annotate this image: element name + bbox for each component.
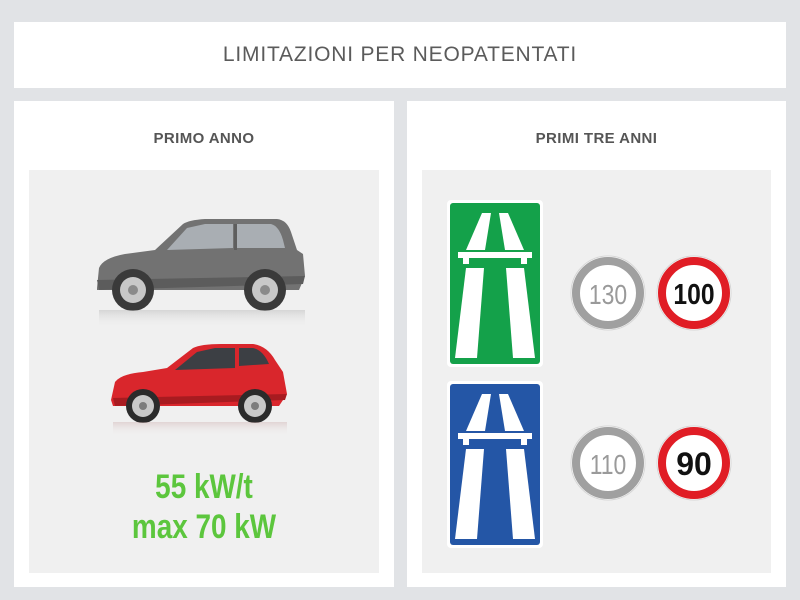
speed-limit-100-value: 100: [673, 278, 714, 310]
primo-anno-panel: PRIMO ANNO: [14, 101, 394, 587]
primo-anno-content: 55 kW/t max 70 kW: [29, 170, 379, 573]
page-title: LIMITAZIONI PER NEOPATENTATI: [222, 43, 578, 66]
red-hatchback-image: [111, 344, 287, 436]
speed-limit-90-sign: 90: [656, 425, 732, 501]
speed-limit-130-sign: 130: [570, 255, 646, 331]
gray-suv-image: [97, 219, 305, 328]
primi-tre-anni-title: PRIMI TRE ANNI: [535, 130, 658, 147]
autostrada-sign-icon: [447, 200, 543, 367]
speed-limit-130-value: 130: [589, 280, 627, 311]
speed-limit-110-value: 110: [590, 450, 627, 481]
page-header: LIMITAZIONI PER NEOPATENTATI: [14, 22, 786, 88]
primi-tre-anni-content: 130 100 110 90: [422, 170, 771, 573]
power-ratio-text: 55 kW/t: [155, 468, 253, 506]
primi-tre-anni-panel: PRIMI TRE ANNI: [407, 101, 786, 587]
primo-anno-title: PRIMO ANNO: [153, 130, 255, 147]
speed-limit-90-value: 90: [676, 446, 712, 482]
speed-limit-110-sign: 110: [570, 425, 646, 501]
speed-limit-100-sign: 100: [656, 255, 732, 331]
superstrada-sign-icon: [447, 381, 543, 548]
max-power-text: max 70 kW: [131, 508, 277, 546]
